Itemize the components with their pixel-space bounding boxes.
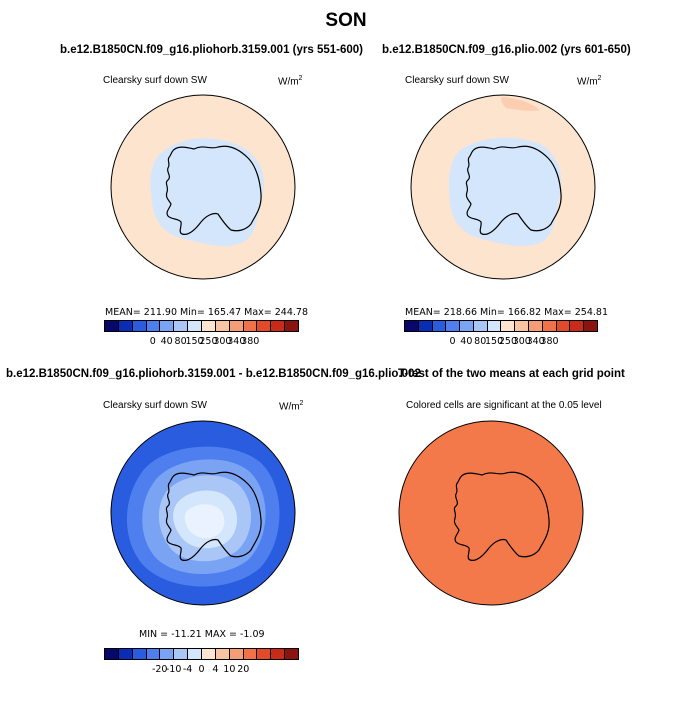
colorbar-tick-label: 250	[498, 336, 517, 347]
colorbar-tick-label: 10	[223, 664, 236, 675]
panel-2-map	[410, 94, 596, 280]
colorbar-swatch	[405, 321, 419, 331]
colorbar-swatch	[243, 649, 258, 659]
colorbar-swatch	[146, 321, 161, 331]
colorbar-swatch	[160, 321, 175, 331]
panel-2-colorbar	[404, 320, 598, 332]
colorbar-tick-label: 0	[198, 664, 205, 675]
colorbar-tick-label: -20	[151, 664, 168, 675]
colorbar-swatch	[146, 649, 161, 659]
colorbar-tick-label: 380	[241, 336, 260, 347]
colorbar-tick-label: 150	[484, 336, 504, 347]
panel-1-variable-label: Clearsky surf down SW	[103, 75, 207, 86]
colorbar-swatch	[432, 321, 447, 331]
colorbar-tick-label: 20	[237, 664, 250, 675]
colorbar-swatch	[215, 649, 230, 659]
colorbar-swatch	[174, 321, 189, 331]
panel-3-colorbar	[104, 648, 299, 660]
colorbar-swatch	[570, 321, 585, 331]
colorbar-tick-label: 250	[199, 336, 218, 347]
panel-1-colorbar-ticks: 0 40 80 150 250 300 340 380	[104, 336, 299, 348]
colorbar-tick-label: -10	[165, 664, 182, 675]
colorbar-swatch	[446, 321, 461, 331]
colorbar-swatch	[215, 321, 230, 331]
panel-2-colorbar-ticks: 0 40 80 150 250 300 340 380	[404, 336, 598, 348]
colorbar-tick-label: 80	[174, 336, 187, 347]
colorbar-tick-label: 0	[449, 336, 456, 347]
panel-2-units: W/m2	[577, 75, 602, 88]
colorbar-swatch	[285, 649, 299, 659]
panel-3-stats: MIN = -11.21 MAX = -1.09	[139, 629, 265, 640]
colorbar-tick-label: 340	[526, 336, 545, 347]
colorbar-swatch	[271, 649, 286, 659]
panel-1-coastline	[165, 145, 262, 235]
panel-1-map	[110, 94, 296, 280]
colorbar-swatch	[229, 321, 244, 331]
panel-2-stats: MEAN= 218.66 Min= 166.82 Max= 254.81	[405, 307, 609, 318]
panel-3-variable-label: Clearsky surf down SW	[103, 400, 207, 411]
colorbar-swatch	[243, 321, 258, 331]
colorbar-swatch	[188, 321, 203, 331]
figure-title: SON	[325, 10, 367, 31]
colorbar-swatch	[418, 321, 433, 331]
colorbar-tick-label: 150	[185, 336, 204, 347]
panel-1-colorbar	[104, 320, 299, 332]
colorbar-swatch	[501, 321, 516, 331]
colorbar-tick-label: 40	[460, 336, 473, 347]
panel-3-coastline	[165, 471, 262, 561]
colorbar-swatch	[584, 321, 597, 331]
panel-2-title: b.e12.B1850CN.f09_g16.plio.002 (yrs 601-…	[382, 44, 631, 56]
colorbar-tick-label: 4	[212, 664, 219, 675]
colorbar-swatch	[257, 649, 272, 659]
colorbar-swatch	[118, 321, 133, 331]
colorbar-swatch	[473, 321, 488, 331]
colorbar-swatch	[132, 321, 147, 331]
colorbar-swatch	[105, 321, 119, 331]
colorbar-swatch	[257, 321, 272, 331]
panel-3-title: b.e12.B1850CN.f09_g16.pliohorb.3159.001 …	[6, 368, 421, 380]
colorbar-swatch	[542, 321, 557, 331]
colorbar-swatch	[556, 321, 571, 331]
colorbar-swatch	[132, 649, 147, 659]
panel-3-map	[110, 420, 296, 606]
colorbar-swatch	[515, 321, 530, 331]
colorbar-tick-label: 300	[213, 336, 232, 347]
colorbar-swatch	[285, 321, 299, 331]
colorbar-swatch	[174, 649, 189, 659]
colorbar-swatch	[202, 321, 216, 331]
panel-4-coastline	[453, 471, 550, 561]
panel-4-map	[398, 420, 584, 606]
colorbar-swatch	[487, 321, 502, 331]
panel-4-title: T-test of the two means at each grid poi…	[398, 368, 625, 380]
colorbar-swatch	[160, 649, 175, 659]
colorbar-swatch	[188, 649, 203, 659]
panel-2-coastline	[465, 145, 562, 235]
colorbar-swatch	[105, 649, 119, 659]
colorbar-swatch	[529, 321, 543, 331]
colorbar-tick-label: 380	[540, 336, 559, 347]
colorbar-tick-label: -4	[182, 664, 193, 675]
colorbar-tick-label: 40	[160, 336, 173, 347]
colorbar-tick-label: 340	[227, 336, 246, 347]
panel-2-variable-label: Clearsky surf down SW	[405, 75, 509, 86]
colorbar-swatch	[118, 649, 133, 659]
colorbar-swatch	[271, 321, 286, 331]
panel-1-title: b.e12.B1850CN.f09_g16.pliohorb.3159.001 …	[60, 44, 363, 56]
colorbar-tick-label: 300	[512, 336, 531, 347]
panel-4-significance-label: Colored cells are significant at the 0.0…	[406, 400, 602, 411]
colorbar-swatch	[202, 649, 216, 659]
colorbar-tick-label: 80	[474, 336, 487, 347]
panel-3-units: W/m2	[279, 400, 304, 413]
colorbar-tick-label: 0	[149, 336, 156, 347]
panel-3-colorbar-ticks: -20 -10 -4 0 4 10 20	[104, 664, 299, 676]
panel-1-stats: MEAN= 211.90 Min= 165.47 Max= 244.78	[105, 307, 309, 318]
colorbar-swatch	[460, 321, 474, 331]
panel-1-units: W/m2	[278, 75, 303, 88]
colorbar-swatch	[229, 649, 244, 659]
